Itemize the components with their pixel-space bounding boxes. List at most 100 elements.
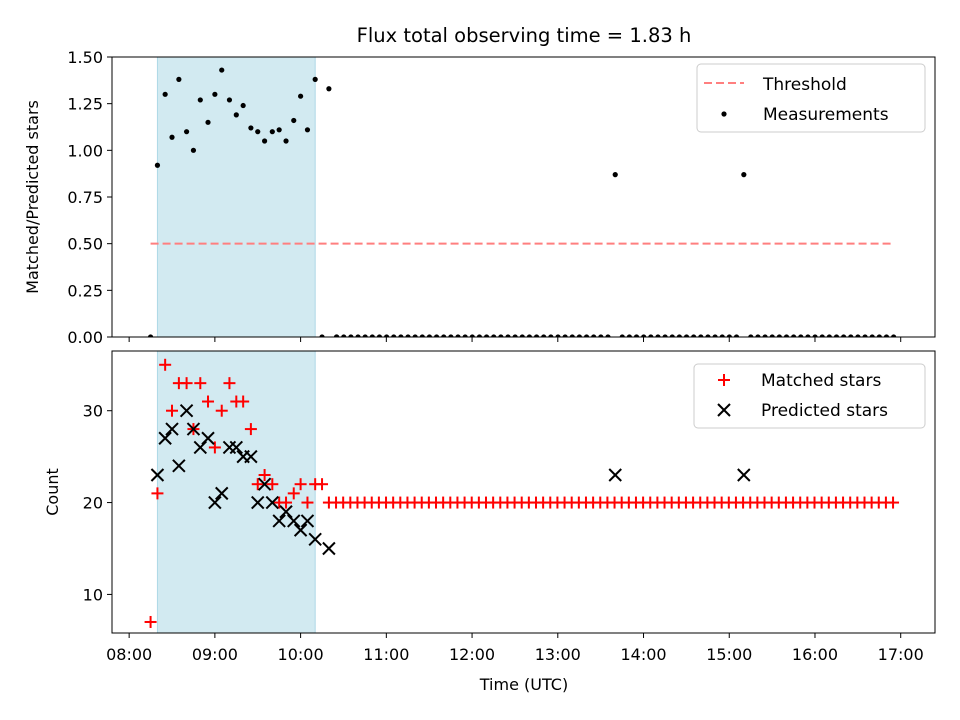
matched-stars-point xyxy=(180,377,193,390)
y-tick-label: 0.50 xyxy=(67,235,103,254)
measurements-point xyxy=(398,334,404,337)
measurements-point xyxy=(883,334,890,337)
measurements-point xyxy=(719,334,725,337)
measurements-point xyxy=(662,334,668,337)
chart-title: Flux total observing time = 1.83 h xyxy=(357,24,692,47)
measurements-point xyxy=(869,334,875,337)
measurements-point xyxy=(891,334,897,337)
measurements-point xyxy=(762,334,768,337)
measurements-point xyxy=(641,334,647,337)
measurements-point xyxy=(676,334,682,337)
count-y-axis-label: Count xyxy=(43,468,62,516)
measurements-point xyxy=(298,93,304,99)
y-tick-label: 1.50 xyxy=(67,48,103,67)
y-tick-label: 0.25 xyxy=(67,281,103,300)
measurements-point xyxy=(455,334,461,337)
measurements-point xyxy=(612,172,618,178)
measurements-point xyxy=(733,334,740,337)
x-tick-label: 11:00 xyxy=(363,645,409,664)
measurements-point xyxy=(876,334,882,337)
ratio-panel: Flux total observing time = 1.83 h Match… xyxy=(23,24,936,347)
predicted-stars-point xyxy=(244,449,258,464)
measurements-point xyxy=(469,334,475,337)
matched-stars-point xyxy=(294,478,307,491)
measurements-point xyxy=(583,334,590,337)
predicted-stars-point xyxy=(165,422,179,436)
measurements-point xyxy=(726,334,732,337)
measurements-point xyxy=(197,97,203,103)
measurements-point xyxy=(812,334,818,337)
measurements-point xyxy=(526,334,533,337)
legend-box xyxy=(696,63,926,133)
axes-frame xyxy=(111,350,936,634)
measurements-point xyxy=(605,334,611,337)
measurements-point xyxy=(362,334,368,337)
measurements-point xyxy=(376,334,383,337)
predicted-stars-point xyxy=(179,403,194,418)
measurements-point xyxy=(791,334,797,337)
matched-stars-point xyxy=(237,395,250,408)
predicted-legend-label: Predicted stars xyxy=(761,401,888,421)
predicted-stars-point xyxy=(265,495,280,510)
measurements-point xyxy=(255,129,261,135)
measurements-point xyxy=(355,334,361,337)
measurements-point xyxy=(591,334,597,337)
measurements-point xyxy=(369,334,375,337)
measurements-point xyxy=(512,334,518,337)
measurements-legend-marker xyxy=(721,111,727,117)
threshold-legend-label: Threshold xyxy=(762,75,847,95)
matched-stars-point xyxy=(202,395,215,408)
measurements-point xyxy=(276,127,282,133)
measurements-point xyxy=(240,102,246,109)
x-tick-label: 16:00 xyxy=(792,645,838,664)
measurements-point xyxy=(655,334,661,337)
predicted-stars-point xyxy=(208,495,222,510)
measurements-point xyxy=(776,334,782,337)
count-legend: Matched stars Predicted stars xyxy=(693,363,926,429)
measurements-point xyxy=(233,112,239,118)
measurements-point xyxy=(748,334,754,337)
predicted-stars-point xyxy=(158,431,172,445)
measurements-point xyxy=(841,334,847,337)
measurements-point xyxy=(383,334,390,337)
predicted-stars-point xyxy=(279,505,293,519)
measurements-point xyxy=(783,334,790,337)
matched-stars-point xyxy=(266,478,279,491)
measurements-point xyxy=(190,147,197,153)
measurements-point xyxy=(548,334,554,337)
measurements-point xyxy=(426,334,433,337)
measurements-point xyxy=(319,334,325,337)
measurements-point xyxy=(491,334,497,337)
y-tick-label: 1.00 xyxy=(67,141,103,160)
x-axis-label: Time (UTC) xyxy=(479,675,568,694)
count-plot-area: 10 20 30 08:00 09:00 10:00 11:00 12:00 13:00 14:0… xyxy=(83,350,936,664)
measurements-point xyxy=(555,334,561,337)
measurements-point xyxy=(669,334,675,337)
measurements-point xyxy=(212,91,218,97)
measurements-point xyxy=(619,334,625,337)
measurements-point xyxy=(226,97,233,103)
measurements-point xyxy=(505,334,511,337)
matched-stars-point xyxy=(144,615,157,628)
measurements-point xyxy=(833,334,840,337)
plot-marks xyxy=(144,358,900,628)
y-tick-label: 0.00 xyxy=(67,328,103,347)
measurements-point xyxy=(483,334,490,337)
measurements-point xyxy=(533,334,540,337)
predicted-stars-point xyxy=(251,495,265,510)
measurements-point xyxy=(205,119,211,125)
measurements-point xyxy=(862,334,868,337)
measurements-point xyxy=(819,334,825,337)
measurements-point xyxy=(326,86,332,92)
predicted-stars-point xyxy=(272,514,286,528)
measurements-point xyxy=(291,117,297,124)
measurements-point xyxy=(705,334,711,337)
measurements-point xyxy=(219,67,225,73)
matched-stars-point xyxy=(251,478,264,491)
measurements-point xyxy=(183,129,190,135)
measurements-point xyxy=(805,334,811,337)
measurements-point xyxy=(569,334,575,337)
matched-stars-point xyxy=(316,478,329,491)
predicted-stars-point xyxy=(300,514,315,528)
